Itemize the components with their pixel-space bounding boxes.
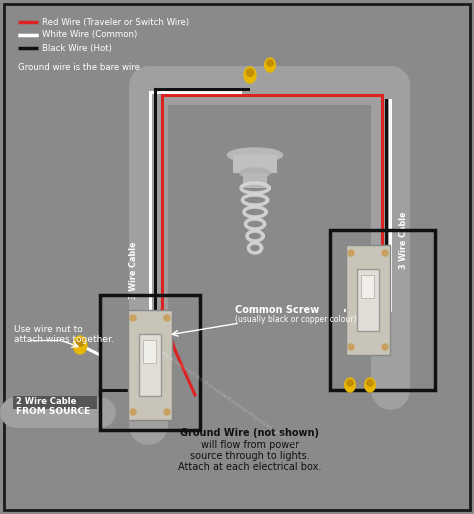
Ellipse shape xyxy=(244,67,256,83)
FancyBboxPatch shape xyxy=(139,334,161,396)
Circle shape xyxy=(130,409,136,415)
Ellipse shape xyxy=(73,336,87,354)
Ellipse shape xyxy=(345,378,355,392)
Circle shape xyxy=(382,344,388,350)
FancyBboxPatch shape xyxy=(233,155,277,173)
FancyBboxPatch shape xyxy=(243,173,267,188)
Text: 2 Wire Cable: 2 Wire Cable xyxy=(16,397,76,407)
Ellipse shape xyxy=(246,69,254,76)
Text: 3 Wire Cable: 3 Wire Cable xyxy=(129,241,138,299)
Ellipse shape xyxy=(240,168,270,178)
Ellipse shape xyxy=(267,60,273,66)
Text: FROM SOURCE: FROM SOURCE xyxy=(16,408,90,416)
Text: (usually black or copper colour): (usually black or copper colour) xyxy=(235,315,356,324)
Text: Red Wire (Traveler or Switch Wire): Red Wire (Traveler or Switch Wire) xyxy=(42,17,189,27)
Circle shape xyxy=(130,315,136,321)
Text: www.easy-to-do-it-yourself-home-improvements.com: www.easy-to-do-it-yourself-home-improvem… xyxy=(160,350,300,450)
Ellipse shape xyxy=(76,338,84,346)
Text: Ground Wire (not shown): Ground Wire (not shown) xyxy=(181,428,319,438)
FancyBboxPatch shape xyxy=(362,274,374,298)
Ellipse shape xyxy=(265,58,275,72)
Ellipse shape xyxy=(228,148,283,162)
Text: Ground wire is the bare wire: Ground wire is the bare wire xyxy=(18,63,140,72)
FancyBboxPatch shape xyxy=(144,340,156,362)
FancyBboxPatch shape xyxy=(357,269,379,331)
Text: Attach at each electrical box.: Attach at each electrical box. xyxy=(178,462,322,472)
Ellipse shape xyxy=(365,378,375,392)
Text: Use wire nut to
attach wires together.: Use wire nut to attach wires together. xyxy=(14,325,114,344)
Text: Black Wire (Hot): Black Wire (Hot) xyxy=(42,44,112,52)
Circle shape xyxy=(382,250,388,256)
Text: Common Screw: Common Screw xyxy=(235,305,319,315)
FancyBboxPatch shape xyxy=(13,396,97,409)
FancyBboxPatch shape xyxy=(4,4,470,510)
Text: White Wire (Common): White Wire (Common) xyxy=(42,30,137,40)
Text: will flow from power: will flow from power xyxy=(201,440,299,450)
Circle shape xyxy=(164,409,170,415)
FancyBboxPatch shape xyxy=(346,245,390,355)
FancyBboxPatch shape xyxy=(128,310,172,420)
Ellipse shape xyxy=(367,380,373,386)
Circle shape xyxy=(348,250,354,256)
Circle shape xyxy=(164,315,170,321)
Text: 3 Wire Cable: 3 Wire Cable xyxy=(400,211,409,269)
Ellipse shape xyxy=(347,380,353,386)
Text: source through to lights.: source through to lights. xyxy=(190,451,310,461)
Circle shape xyxy=(348,344,354,350)
